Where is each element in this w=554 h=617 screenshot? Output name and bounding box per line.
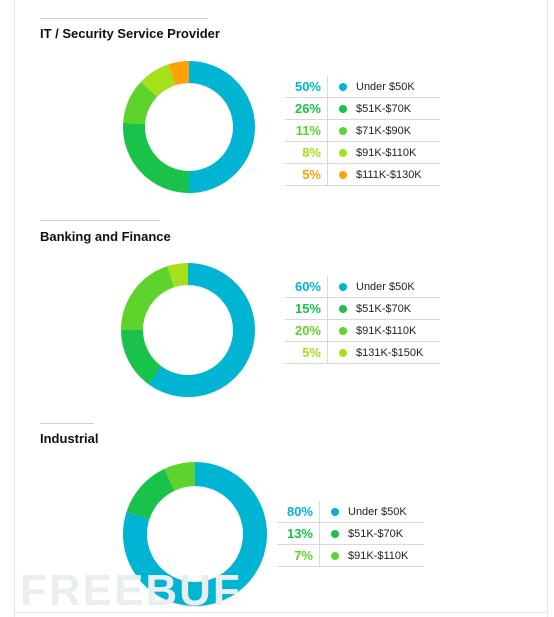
legend-label: $51K-$70K [348,527,404,540]
legend-percent: 80% [286,504,313,519]
legend-row-under-50k: 80% Under $50K [277,501,424,523]
legend-label: $91K-$110K [356,146,417,159]
legend-separator [327,320,328,341]
donut-slice-131k-150k [167,263,189,288]
legend-row-under-50k: 60% Under $50K [285,276,440,298]
donut-slice-51k-70k [126,468,176,520]
chart-legend: 80% Under $50K 13% $51K-$70K 7% $91K-$110K [277,501,424,567]
section-divider [40,18,208,19]
legend-separator [327,276,328,297]
frame-right-border [547,0,548,617]
legend-label: $91K-$110K [348,549,409,562]
legend-percent: 8% [302,145,321,160]
donut-slice-91k-110k [140,64,176,98]
legend-percent: 15% [294,301,321,316]
legend-separator [327,298,328,319]
donut-slice-51k-70k [121,329,162,385]
legend-row-91k-110k: 8% $91K-$110K [285,142,440,164]
chart-title: IT / Security Service Provider [40,26,220,41]
donut-slice-111k-130k [168,61,190,86]
legend-swatch-dot [331,529,339,538]
legend-separator [327,120,328,141]
donut-slice-under-50k [148,263,255,397]
legend-swatch-dot [331,507,339,516]
legend-label: $111K-$130K [356,168,422,181]
legend-row-under-50k: 50% Under $50K [285,76,440,98]
watermark-logo: FREEBUF [20,566,242,615]
donut-slice-91k-110k [164,462,196,491]
legend-percent: 11% [295,123,321,138]
chart-legend: 60% Under $50K 15% $51K-$70K 20% $91K-$110K 5%… [285,276,440,364]
chart-title: Banking and Finance [40,229,171,244]
legend-row-91k-110k: 7% $91K-$110K [277,545,424,567]
donut-chart [121,263,255,398]
legend-swatch-dot [339,304,347,313]
legend-swatch-dot [339,82,347,91]
donut-slice-71k-90k [123,81,158,125]
legend-swatch-dot [339,104,347,113]
legend-separator [327,76,328,97]
legend-separator [327,342,328,363]
legend-separator [319,545,320,566]
legend-percent: 5% [302,167,321,182]
legend-percent: 50% [294,79,321,94]
legend-percent: 5% [302,345,321,360]
legend-row-71k-90k: 11% $71K-$90K [285,120,440,142]
donut-chart [123,462,267,607]
legend-label: $51K-$70K [356,302,412,315]
legend-swatch-dot [339,126,347,135]
legend-row-111k-130k: 5% $111K-$130K [285,164,440,186]
legend-percent: 20% [294,323,321,338]
frame-left-border [14,0,15,617]
legend-percent: 13% [286,526,313,541]
legend-swatch-dot [339,282,347,291]
legend-label: Under $50K [356,280,415,293]
legend-separator [319,523,320,544]
legend-swatch-dot [339,170,347,179]
donut-slice-91k-110k [121,266,175,331]
section-divider [40,423,94,424]
legend-separator [327,164,328,185]
legend-label: Under $50K [348,505,407,518]
legend-label: $51K-$70K [356,102,412,115]
frame-bottom-border [14,612,548,613]
legend-label: $71K-$90K [356,124,412,137]
legend-row-131k-150k: 5% $131K-$150K [285,342,440,364]
legend-row-51k-70k: 13% $51K-$70K [277,523,424,545]
legend-swatch-dot [331,551,339,560]
legend-swatch-dot [339,148,347,157]
legend-percent: 7% [294,548,313,563]
legend-separator [327,142,328,163]
legend-row-91k-110k: 20% $91K-$110K [285,320,440,342]
legend-separator [319,501,320,522]
section-divider [40,220,160,221]
legend-percent: 26% [294,101,321,116]
donut-slice-51k-70k [123,122,190,193]
legend-separator [327,98,328,119]
chart-title: Industrial [40,431,99,446]
legend-percent: 60% [294,279,321,294]
legend-row-51k-70k: 26% $51K-$70K [285,98,440,120]
legend-label: $131K-$150K [356,346,424,359]
legend-label: $91K-$110K [356,324,417,337]
legend-swatch-dot [339,326,347,335]
legend-swatch-dot [339,348,347,357]
donut-slice-under-50k [188,61,255,193]
legend-label: Under $50K [356,80,415,93]
chart-legend: 50% Under $50K 26% $51K-$70K 11% $71K-$90K 8% $… [285,76,440,186]
legend-row-51k-70k: 15% $51K-$70K [285,298,440,320]
donut-slice-under-50k [123,462,267,606]
donut-chart [123,61,255,194]
